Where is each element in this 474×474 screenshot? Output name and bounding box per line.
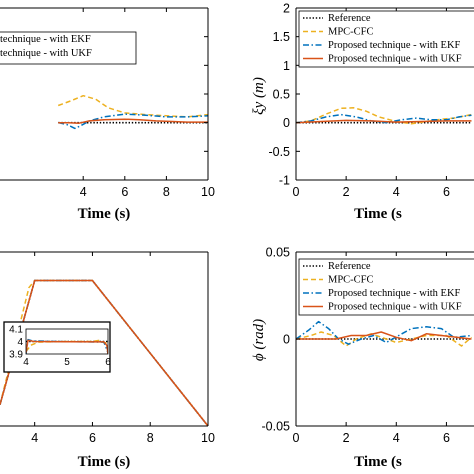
- legend-entry: technique - with UKF: [0, 48, 92, 59]
- x-axis-label: Time (s: [354, 206, 402, 222]
- legend-entry: Proposed technique - with UKF: [328, 302, 462, 313]
- inset-box: [3, 321, 111, 373]
- inset-y-tick-label: 4.1: [9, 325, 23, 336]
- x-tick-label: 0: [293, 431, 300, 445]
- inset-plot-area: [26, 338, 108, 354]
- x-tick-label: 6: [443, 431, 450, 445]
- y-axis-label: ξy (m): [251, 77, 267, 115]
- chart-xi-x: 4 6 8 10 Time (s) technique - with EKF techniq…: [0, 7, 215, 222]
- xi-x-series-dashdot: [58, 113, 208, 130]
- x-tick-label: 4: [393, 185, 400, 199]
- inset-series-dashdot: [26, 338, 108, 354]
- xi-y-series-solid: [296, 119, 472, 124]
- y-tick-label: 1.5: [273, 30, 290, 44]
- x-tick-label: 2: [343, 431, 350, 445]
- x-tick-label: 4: [393, 431, 400, 445]
- x-axis-label: Time (s): [78, 454, 131, 470]
- phi-series-dashed: [296, 331, 472, 347]
- inset-x-tick-label: 5: [64, 357, 70, 368]
- phi-series-solid: [296, 331, 472, 342]
- x-tick-label: 6: [443, 185, 450, 199]
- legend-box: [0, 31, 137, 65]
- y-tick-label: -0.5: [268, 145, 290, 159]
- plot-area: [296, 107, 472, 125]
- y-tick-label: 1: [283, 59, 290, 73]
- x-tick-label: 10: [201, 185, 215, 199]
- x-tick-label: 6: [89, 431, 96, 445]
- x-tick-label: 8: [147, 431, 154, 445]
- x-axis-label: Time (s: [354, 454, 402, 470]
- chart-xi-y: 0 2 4 6 -1 -0.5 0 0.5 1 1.5 2 Time (s ξy (m) Referenc…: [251, 2, 474, 222]
- inset: 4 5 63.944.1: [3, 321, 111, 373]
- inset-x-tick-label: 6: [105, 357, 111, 368]
- x-tick-label: 4: [80, 185, 87, 199]
- inset-y-tick-label: 3.9: [9, 350, 23, 361]
- y-tick-label: -0.05: [262, 420, 291, 434]
- y-tick-label: 0.05: [266, 246, 290, 260]
- legend-entry: Proposed technique - with UKF: [328, 54, 462, 65]
- y-axis-label: ϕ (rad): [251, 319, 267, 361]
- x-tick-label: 6: [121, 185, 128, 199]
- legend-entry: Reference: [328, 261, 371, 272]
- legend-entry: Proposed technique - with EKF: [328, 288, 461, 299]
- inset-x-tick-label: 4: [23, 357, 29, 368]
- plot-area: [296, 320, 472, 347]
- x-tick-label: 8: [163, 185, 170, 199]
- y-tick-label: 0.5: [273, 88, 290, 102]
- phi-series-dashdot: [296, 320, 472, 345]
- y-tick-label: 0: [283, 333, 290, 347]
- legend-box: [298, 10, 474, 68]
- plot-area: [57, 94, 208, 130]
- x-tick-label: 10: [201, 431, 215, 445]
- y-tick-label: -1: [279, 174, 290, 188]
- legend-box: [298, 258, 474, 316]
- legend-entry: Reference: [328, 13, 371, 24]
- xi-x-series-dashed: [57, 94, 208, 118]
- inset-axes: [25, 328, 109, 355]
- xi-x-series-solid: [58, 118, 208, 124]
- legend-entry: technique - with EKF: [0, 34, 91, 45]
- y-tick-label: 2: [283, 2, 290, 16]
- x-tick-label: 2: [343, 185, 350, 199]
- y-tick-label: 0: [283, 116, 290, 130]
- legend-entry: MPC-CFC: [328, 275, 374, 286]
- inset-series-solid: [26, 339, 108, 354]
- inset-y-tick-label: 4: [17, 337, 23, 348]
- legend-entry: Proposed technique - with EKF: [328, 40, 461, 51]
- x-tick-label: 4: [31, 431, 38, 445]
- x-tick-label: 0: [293, 185, 300, 199]
- xi-y-series-dashdot: [296, 113, 472, 124]
- x-axis-label: Time (s): [78, 206, 131, 222]
- legend-entry: MPC-CFC: [328, 27, 374, 38]
